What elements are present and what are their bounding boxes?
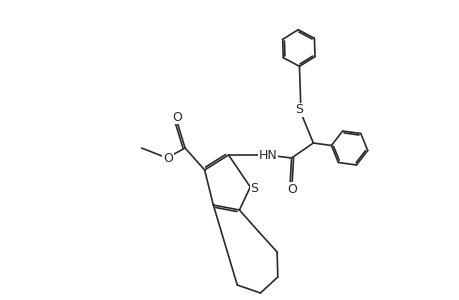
Text: HN: HN [258, 148, 276, 161]
Text: S: S [250, 182, 257, 195]
Text: O: O [162, 152, 173, 164]
Text: O: O [286, 182, 296, 196]
Text: O: O [172, 110, 182, 124]
Text: S: S [295, 103, 302, 116]
